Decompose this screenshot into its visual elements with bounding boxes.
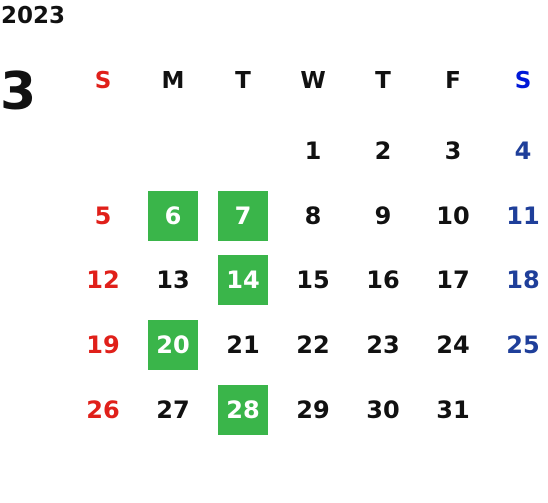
day-cell-4[interactable]: 4: [514, 137, 532, 165]
day-cell-23[interactable]: 23: [366, 331, 400, 359]
day-cell-9[interactable]: 9: [374, 202, 392, 230]
day-cell-16[interactable]: 16: [366, 266, 400, 294]
day-cell-30[interactable]: 30: [366, 396, 400, 424]
day-cell-5[interactable]: 5: [94, 202, 112, 230]
day-cell-18[interactable]: 18: [506, 266, 540, 294]
weekday-header-mon: M: [161, 67, 185, 94]
day-cell-13[interactable]: 13: [156, 266, 190, 294]
day-cell-25[interactable]: 25: [506, 331, 540, 359]
weekday-header-thu: T: [375, 67, 391, 94]
day-cell-29[interactable]: 29: [296, 396, 330, 424]
day-cell-3[interactable]: 3: [444, 137, 462, 165]
day-cell-6-highlighted[interactable]: 6: [148, 191, 198, 241]
calendar-grid: S M T W T F S 1 2 3 4 5 6 7 8 9 10 11 12 13 14 15 16 17 18 19 20 21…: [68, 52, 548, 452]
weekday-header-tue: T: [235, 67, 251, 94]
day-cell-21[interactable]: 21: [226, 331, 260, 359]
weekday-header-fri: F: [445, 67, 461, 94]
day-cell-2[interactable]: 2: [374, 137, 392, 165]
year-label: 2023: [1, 3, 66, 29]
day-cell-1[interactable]: 1: [304, 137, 322, 165]
day-cell-27[interactable]: 27: [156, 396, 190, 424]
day-cell-20-highlighted[interactable]: 20: [148, 320, 198, 370]
day-cell-19[interactable]: 19: [86, 331, 120, 359]
day-cell-24[interactable]: 24: [436, 331, 470, 359]
month-number: 3: [0, 62, 37, 122]
day-cell-8[interactable]: 8: [304, 202, 322, 230]
day-cell-10[interactable]: 10: [436, 202, 470, 230]
day-cell-22[interactable]: 22: [296, 331, 330, 359]
day-cell-11[interactable]: 11: [506, 202, 540, 230]
day-cell-7-highlighted[interactable]: 7: [218, 191, 268, 241]
weekday-header-sun: S: [94, 67, 112, 94]
day-cell-12[interactable]: 12: [86, 266, 120, 294]
day-cell-28-highlighted[interactable]: 28: [218, 385, 268, 435]
day-cell-26[interactable]: 26: [86, 396, 120, 424]
weekday-header-sat: S: [514, 67, 532, 94]
day-cell-31[interactable]: 31: [436, 396, 470, 424]
day-cell-14-highlighted[interactable]: 14: [218, 255, 268, 305]
weekday-header-wed: W: [300, 67, 326, 94]
day-cell-17[interactable]: 17: [436, 266, 470, 294]
day-cell-15[interactable]: 15: [296, 266, 330, 294]
